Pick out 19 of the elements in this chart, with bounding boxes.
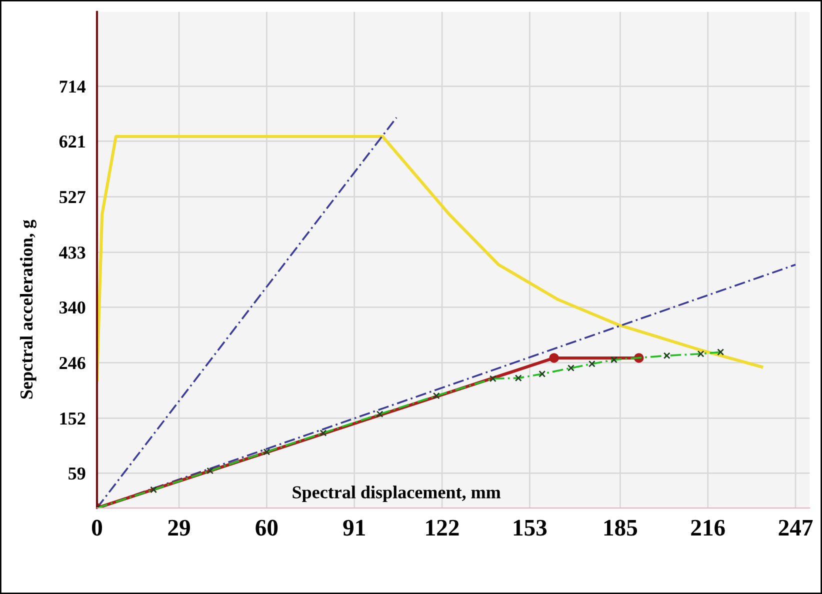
y-tick-label: 527: [60, 191, 86, 204]
x-tick-label: 91: [343, 520, 365, 536]
y-tick-label: 621: [59, 136, 85, 148]
x-tick-label: 185: [604, 520, 638, 536]
y-tick-label: 152: [60, 412, 86, 425]
x-tick-label: 216: [691, 520, 725, 536]
x-axis-title: Spectral displacement, mm: [292, 486, 501, 502]
y-tick-label: 433: [59, 246, 86, 259]
y-tick-label: 340: [59, 301, 86, 314]
x-tick-label: 0: [92, 520, 102, 536]
y-tick-label: 714: [60, 80, 86, 93]
y-tick-label: 246: [60, 357, 86, 370]
x-tick-label: 29: [168, 520, 190, 536]
y-axis-title: Sepctral acceleration, g: [20, 220, 36, 399]
x-tick-label: 153: [514, 520, 547, 536]
x-tick-label: 122: [426, 520, 459, 536]
y-tick-label: 59: [68, 467, 86, 480]
x-tick-label: 60: [256, 520, 278, 536]
x-tick-label: 247: [778, 520, 813, 536]
